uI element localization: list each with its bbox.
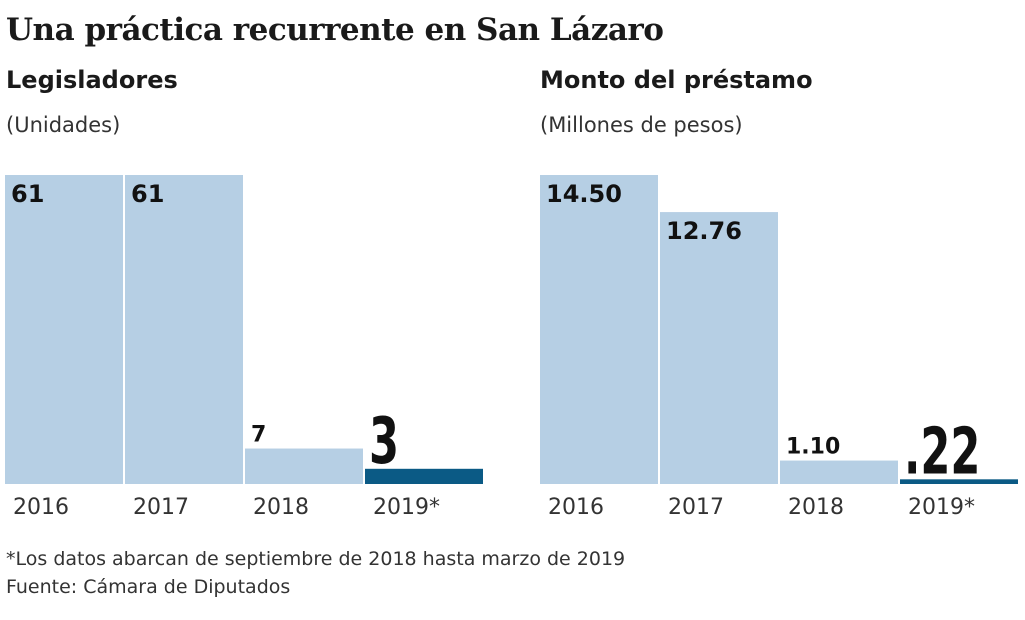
bar-2019* (365, 468, 483, 484)
right-chart-unit: (Millones de pesos) (540, 113, 743, 137)
source-note: Fuente: Cámara de Diputados (6, 576, 291, 598)
x-tick-2019*: 2019* (373, 495, 440, 520)
left-chart-unit: (Unidades) (6, 113, 121, 137)
bar-2017 (660, 212, 778, 484)
x-tick-2018: 2018 (788, 495, 844, 520)
data-label-2019*: .22 (904, 414, 980, 489)
x-tick-2018: 2018 (253, 495, 309, 520)
data-label-2017: 61 (131, 180, 164, 208)
data-label-2016: 14.50 (546, 180, 622, 208)
x-tick-2016: 2016 (13, 495, 69, 520)
x-tick-2017: 2017 (668, 495, 724, 520)
data-label-2016: 61 (11, 180, 44, 208)
x-tick-2016: 2016 (548, 495, 604, 520)
bar-2018 (245, 448, 363, 484)
x-tick-2019*: 2019* (908, 495, 975, 520)
data-label-2019*: 3 (369, 404, 399, 479)
x-tick-2017: 2017 (133, 495, 189, 520)
left-chart-title: Legisladores (6, 66, 178, 94)
chart-title: Una práctica recurrente en San Lázaro (6, 12, 664, 48)
bar-2017 (125, 175, 243, 484)
data-label-2018: 1.10 (786, 435, 840, 460)
footnote: *Los datos abarcan de septiembre de 2018… (6, 548, 626, 570)
data-label-2018: 7 (251, 423, 266, 448)
bar-2018 (780, 460, 898, 484)
data-label-2017: 12.76 (666, 217, 742, 245)
bar-2019* (900, 479, 1018, 484)
bar-2016 (5, 175, 123, 484)
bar-2016 (540, 175, 658, 484)
right-chart-title: Monto del préstamo (540, 66, 813, 94)
